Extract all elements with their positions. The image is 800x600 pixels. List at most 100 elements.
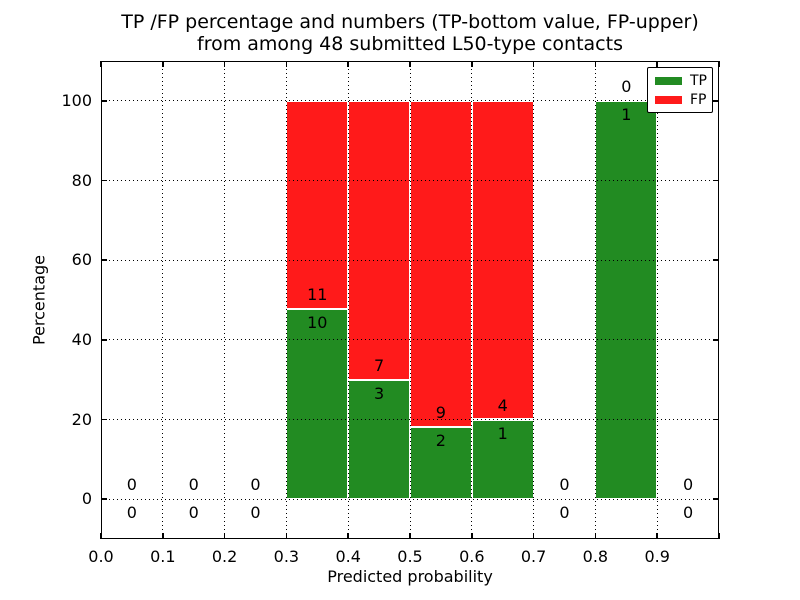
x-tick-bottom	[100, 533, 102, 539]
x-tick-top	[656, 61, 658, 67]
legend-label-fp: FP	[690, 91, 707, 108]
tp-color-swatch	[655, 76, 682, 85]
x-tick-top	[162, 61, 164, 67]
x-tick-label: 0.1	[150, 547, 176, 566]
plot-area: 0 0 0 0 0 0 11 10 7 3 9 2 4 1 0 0 0 1 0 0 TP FP	[100, 61, 720, 539]
x-tick-bottom	[162, 533, 164, 539]
x-tick-label: 0.0	[88, 547, 114, 566]
x-axis-label: Predicted probability	[327, 567, 493, 586]
count-label-tp: 0	[188, 503, 199, 523]
grid-line-x	[285, 61, 287, 539]
grid-line-y	[101, 100, 719, 102]
grid-layer	[101, 61, 719, 539]
count-label-tp: 0	[559, 503, 570, 523]
x-tick-top	[100, 61, 102, 67]
grid-line-x	[471, 61, 473, 539]
bar-segment-tp	[410, 426, 472, 500]
count-label-fp: 0	[126, 475, 137, 495]
legend-item-tp: TP	[655, 74, 712, 88]
x-tick-bottom	[285, 533, 288, 539]
x-tick-bottom	[718, 533, 720, 539]
x-tick-label: 0.9	[644, 547, 670, 566]
chart-title-line1: TP /FP percentage and numbers (TP-bottom…	[121, 11, 699, 33]
ticks-layer	[100, 61, 720, 539]
x-tick-top	[594, 61, 597, 67]
count-label-fp: 0	[188, 475, 199, 495]
x-tick-bottom	[409, 533, 411, 539]
y-tick-left	[101, 100, 107, 102]
count-label-tp: 1	[497, 423, 508, 443]
count-label-tp: 1	[621, 104, 632, 124]
legend: TP FP	[647, 67, 713, 113]
y-tick-label: 40	[71, 329, 92, 349]
count-label-fp: 4	[497, 395, 508, 415]
x-tick-top	[471, 61, 473, 67]
y-tick-label: 20	[71, 409, 92, 429]
y-tick-label: 80	[71, 170, 92, 190]
grid-line-x	[162, 61, 164, 539]
grid-line-y	[101, 180, 719, 181]
count-label-fp: 0	[621, 76, 632, 96]
count-label-tp: 3	[374, 383, 385, 403]
x-tick-bottom	[471, 533, 473, 539]
count-label-tp: 10	[307, 313, 328, 333]
x-tick-bottom	[347, 533, 349, 539]
y-tick-right	[713, 418, 719, 421]
bar-segment-tp	[286, 309, 349, 500]
count-label-fp: 0	[683, 475, 694, 495]
chart-title-line2: from among 48 submitted L50-type contact…	[197, 33, 623, 55]
grid-line-x	[347, 61, 349, 539]
x-tick-bottom	[223, 533, 226, 539]
count-label-tp: 0	[126, 503, 137, 523]
y-tick-right	[713, 100, 719, 102]
chart-title: TP /FP percentage and numbers (TP-bottom…	[101, 11, 719, 55]
x-tick-label: 0.5	[397, 547, 423, 566]
bar-segment-tp	[348, 379, 410, 500]
grid-line-x	[409, 61, 411, 539]
x-tick-label: 0.6	[459, 547, 485, 566]
grid-line-x	[594, 61, 596, 539]
y-tick-left	[101, 179, 107, 182]
x-tick-top	[223, 61, 226, 67]
grid-line-y	[101, 259, 719, 261]
legend-label-tp: TP	[690, 72, 707, 89]
y-tick-right	[713, 498, 719, 500]
grid-line-y	[101, 339, 719, 341]
grid-line-y	[101, 498, 719, 500]
grid-line-x	[656, 61, 658, 539]
y-tick-label: 0	[81, 489, 92, 509]
y-tick-left	[101, 498, 107, 500]
grid-line-x	[224, 61, 226, 539]
count-label-tp: 2	[435, 430, 446, 450]
count-label-fp: 11	[307, 285, 328, 305]
x-tick-top	[718, 61, 720, 67]
y-tick-left	[101, 259, 107, 261]
count-label-tp: 0	[683, 503, 694, 523]
x-tick-label: 0.8	[582, 547, 609, 566]
x-tick-bottom	[532, 533, 535, 539]
y-tick-label: 60	[71, 250, 92, 270]
grid-line-x	[533, 61, 535, 539]
x-tick-top	[532, 61, 535, 67]
count-label-fp: 0	[559, 475, 570, 495]
y-tick-right	[713, 339, 719, 341]
x-tick-top	[285, 61, 288, 67]
y-tick-left	[101, 418, 107, 421]
y-tick-right	[713, 179, 719, 182]
x-tick-top	[409, 61, 411, 67]
x-tick-top	[347, 61, 349, 67]
y-tick-right	[713, 259, 719, 261]
x-tick-label: 0.3	[273, 547, 300, 566]
grid-line-y	[101, 419, 719, 420]
x-tick-label: 0.4	[335, 547, 361, 566]
annotations-layer: 0 0 0 0 0 0 11 10 7 3 9 2 4 1 0 0 0 1 0 0	[101, 61, 719, 539]
y-tick-label: 100	[61, 90, 92, 110]
y-tick-left	[101, 339, 107, 341]
x-tick-label: 0.7	[520, 547, 547, 566]
count-label-tp: 0	[250, 503, 261, 523]
x-tick-bottom	[594, 533, 597, 539]
count-label-fp: 9	[435, 402, 446, 422]
legend-item-fp: FP	[655, 93, 712, 107]
x-tick-bottom	[656, 533, 658, 539]
